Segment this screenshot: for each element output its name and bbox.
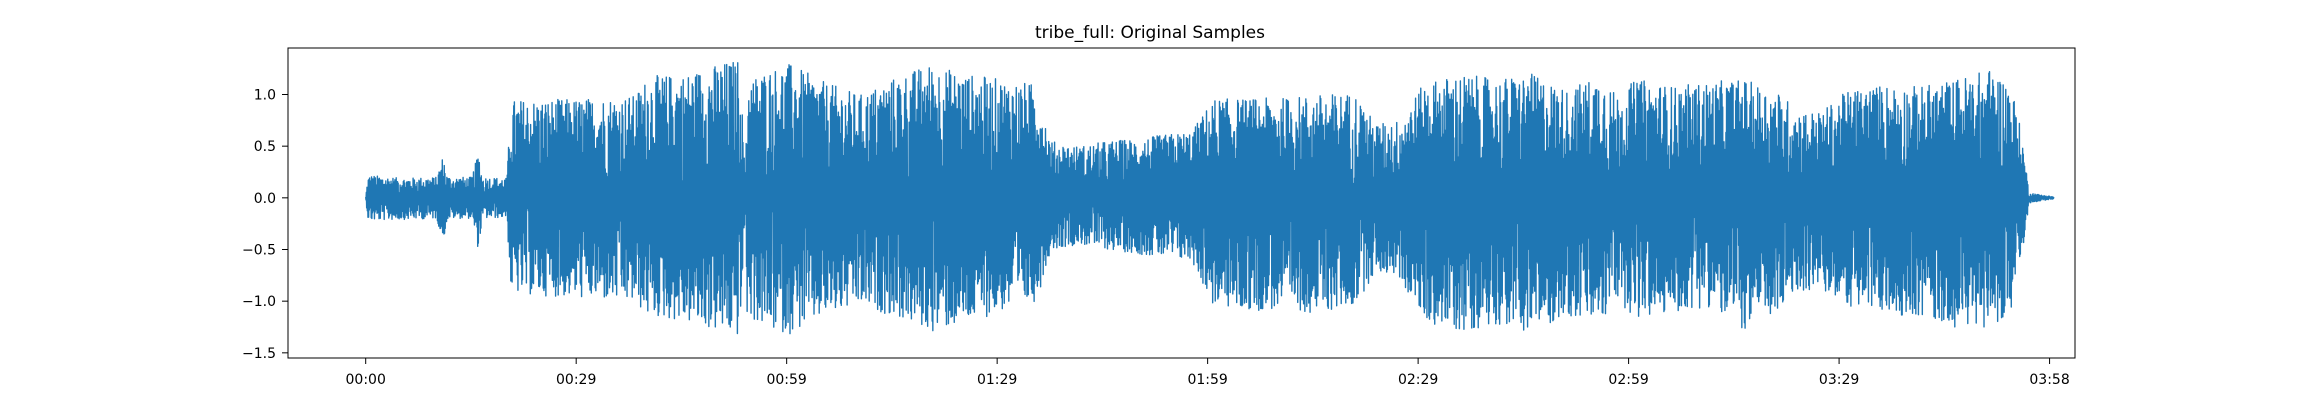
y-axis: 1.0 0.5 0.0 −0.5 −1.0 −1.5 (242, 88, 288, 362)
y-tick-label: −1.0 (242, 294, 276, 310)
x-axis: 00:00 00:29 00:59 01:29 01:59 02:29 02:59 03:29… (346, 358, 2070, 388)
plot-frame (287, 47, 2076, 359)
x-tick-label: 02:29 (1398, 372, 1438, 388)
x-tick-label: 03:29 (1819, 372, 1859, 388)
waveform-series (365, 62, 2055, 335)
plot-area (365, 62, 2055, 335)
y-tick-label: −1.5 (242, 346, 276, 362)
x-tick-label: 00:00 (346, 372, 386, 388)
y-tick-label: 1.0 (254, 88, 276, 104)
x-tick-label: 02:59 (1608, 372, 1648, 388)
x-tick-label: 01:29 (977, 372, 1017, 388)
x-tick-label: 00:59 (766, 372, 806, 388)
x-tick-label: 00:29 (556, 372, 596, 388)
y-tick-label: 0.5 (254, 139, 276, 155)
waveform-line (365, 62, 2055, 335)
x-tick-label: 03:58 (2029, 372, 2069, 388)
y-tick-label: 0.0 (254, 191, 276, 207)
y-tick-label: −0.5 (242, 243, 276, 259)
x-tick-label: 01:59 (1187, 372, 1227, 388)
chart-title: tribe_full: Original Samples (1035, 23, 1265, 43)
